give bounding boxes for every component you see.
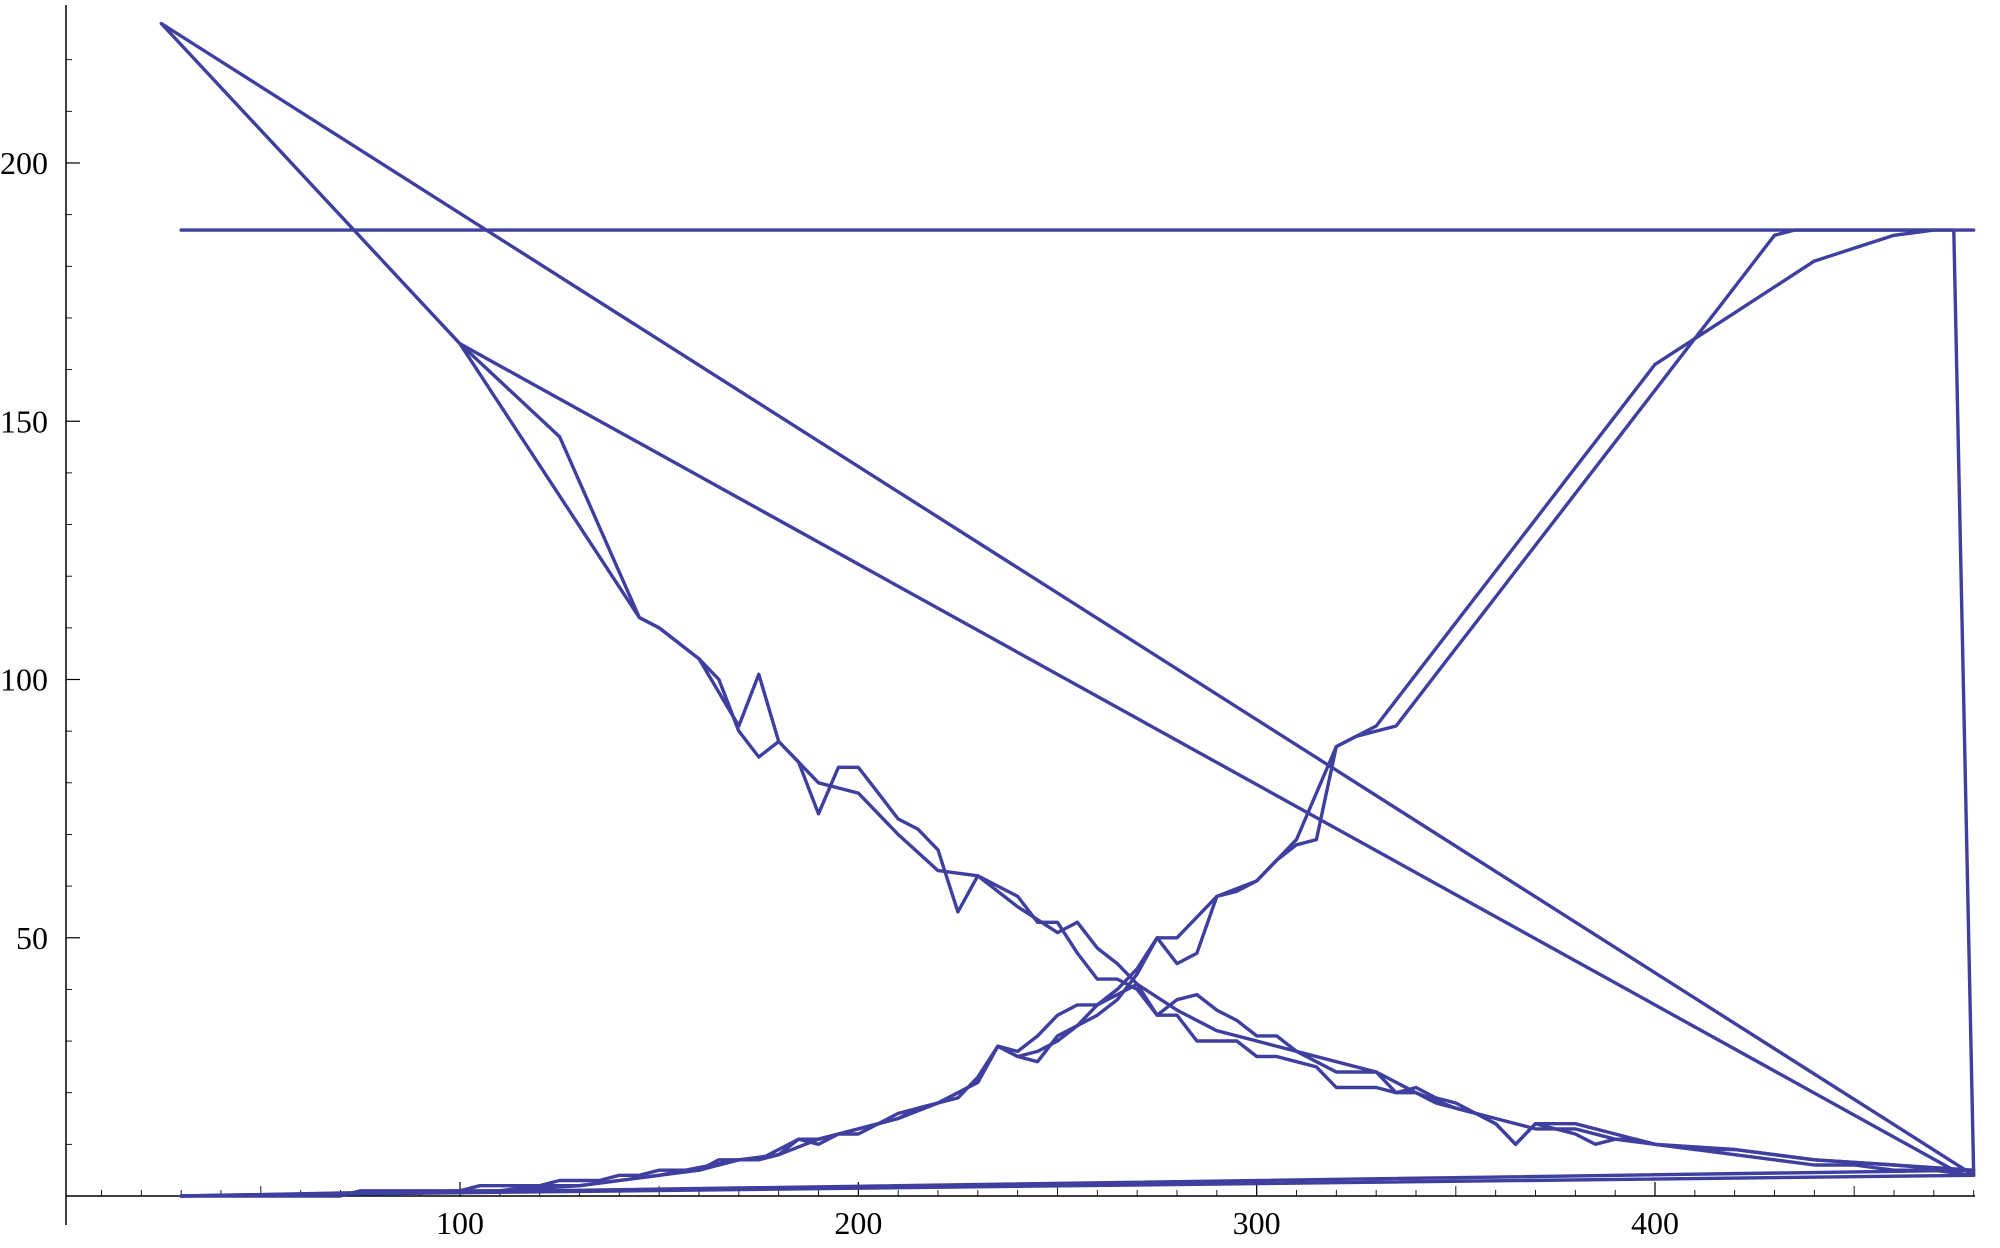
y-tick-label: 100 — [0, 662, 48, 698]
series-line-4 — [179, 228, 1976, 1198]
axes: 100 200 300 400 50 100 150 200 — [0, 5, 1975, 1241]
plot-area — [159, 21, 1976, 1198]
y-tick-label: 50 — [16, 920, 48, 956]
x-tick-label: 200 — [834, 1205, 882, 1241]
y-tick-label: 200 — [0, 145, 48, 181]
x-tick-label: 100 — [436, 1205, 484, 1241]
y-tick-label: 150 — [0, 403, 48, 439]
x-tick-label: 400 — [1631, 1205, 1679, 1241]
series-line-2 — [159, 21, 1976, 1178]
x-tick-label: 300 — [1233, 1205, 1281, 1241]
series-line-5 — [458, 342, 1956, 1172]
series-line-1 — [179, 228, 1976, 1198]
series-line-3 — [179, 982, 1976, 1198]
